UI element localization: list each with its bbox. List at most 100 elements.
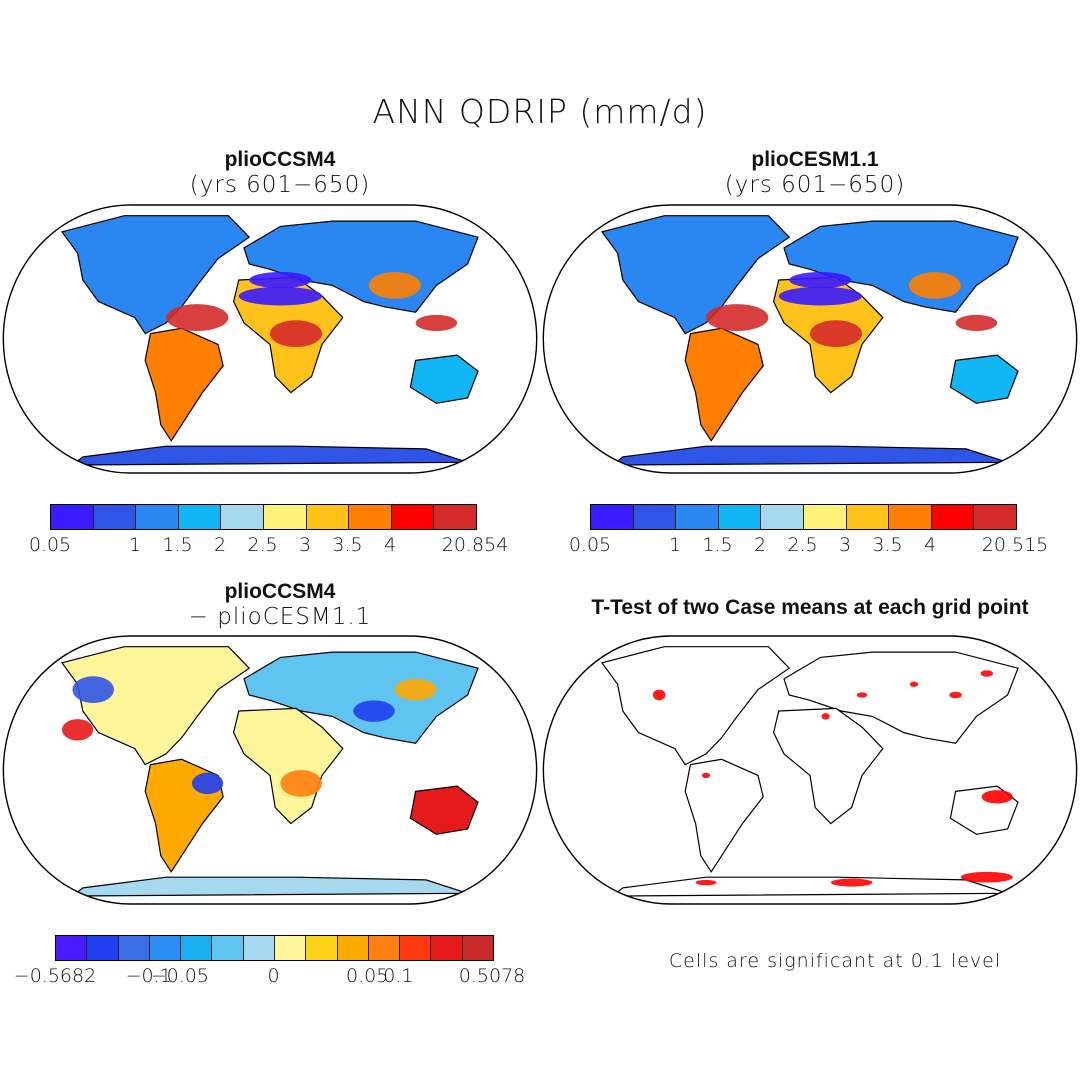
colorbar-swatch [87,936,119,960]
panel-title-bottom-right: T-Test of two Case means at each grid po… [591,596,1029,619]
colorbar-swatch [212,936,244,960]
value-patch [830,878,873,887]
value-patch [960,871,1013,883]
colorbar-tick-label: −0.1 [125,965,172,987]
value-patch [955,314,998,331]
continent-eurasia [243,651,479,744]
colorbar-swatch [368,936,401,960]
colorbar-swatch [761,505,804,529]
continent-australia [409,354,479,404]
panel-subtitle-bottom-left: − plioCESM1.1 [188,604,372,630]
colorbar-tick-label: 0.5078 [458,965,526,987]
panel-subtitle-top-right: (yrs 601−650) [724,172,906,198]
value-patch [270,320,322,348]
colorbar-tick-label: 2.5 [787,534,818,556]
continent-eurasia [783,651,1019,744]
colorbar-swatch [391,505,435,529]
colorbar-tick-label: 20.515 [981,534,1049,556]
colorbar-swatch [136,505,179,529]
colorbar-swatch [181,936,213,960]
map-border [542,635,1078,905]
panel-subtitle-top-left: (yrs 601−650) [189,172,371,198]
value-patch [368,272,421,299]
colorbar-top-left [50,504,477,530]
continent-southAmerica [144,327,224,442]
value-patch [394,678,437,701]
colorbar-tick-label: 0.05 [28,534,72,556]
colorbar-tick-label: −0.05 [150,965,209,987]
colorbar-swatch [633,505,677,529]
colorbar-swatch [306,936,338,960]
value-patch [166,304,229,331]
figure-title: ANN QDRIP (mm/d) [372,92,708,131]
colorbar-tick-label: 4 [383,534,397,556]
colorbar-tick-label: 1 [668,534,682,556]
continent-australia [409,785,479,835]
colorbar-tick-label: 3.5 [872,534,903,556]
colorbar-swatch [803,505,847,529]
value-patch [249,272,312,289]
colorbar-top-right [590,504,1017,530]
value-patch [652,689,666,701]
colorbar-swatch [889,505,932,529]
value-patch [192,772,224,795]
colorbar-swatch [51,505,94,529]
value-patch [908,272,961,299]
colorbar-tick-label: 1 [128,534,142,556]
colorbar-swatch [676,505,719,529]
value-patch [72,676,114,703]
colorbar-swatch [243,936,275,960]
colorbar-tick-label: 3 [838,534,852,556]
map-bottom-left [2,635,538,905]
colorbar-swatch [462,936,493,960]
colorbar-tick-label: 3 [298,534,312,556]
colorbar-tick-label: 1.5 [162,534,193,556]
colorbar-tick-label: 2.5 [247,534,278,556]
colorbar-swatch [434,505,476,529]
significance-note: Cells are significant at 0.1 level [668,950,1002,972]
map-top-left [2,204,538,474]
colorbar-swatch [263,505,307,529]
continent-northAmerica [60,646,251,766]
continent-africa [772,707,884,825]
colorbar-tick-label: 0.1 [383,965,414,987]
colorbar-labels-top-left: 0.05 1 1.5 2 2.5 3 3.5 4 20.854 [29,534,508,560]
colorbar-tick-label: 1.5 [702,534,733,556]
colorbar-swatch [591,505,634,529]
colorbar-swatch [349,505,392,529]
colorbar-swatch [718,505,762,529]
value-patch [949,691,962,699]
colorbar-swatch [306,505,350,529]
value-patch [856,692,868,698]
panel-title-top-right: plioCESM1.1 [751,148,879,171]
value-patch [980,670,994,677]
colorbar-swatch [337,936,369,960]
colorbar-tick-label: 2 [213,534,227,556]
continent-australia [949,354,1019,404]
colorbar-swatch [221,505,264,529]
colorbar-swatch [149,936,182,960]
colorbar-tick-label: 4 [923,534,937,556]
continent-southAmerica [684,758,764,873]
value-patch [706,304,769,331]
map-border [542,204,1078,474]
colorbar-tick-label: 0.05 [345,965,389,987]
map-border [2,635,538,905]
colorbar-tick-label: 20.854 [441,534,509,556]
colorbar-swatch [118,936,150,960]
colorbar-swatch [846,505,890,529]
colorbar-tick-label: 2 [753,534,767,556]
colorbar-tick-label: 0 [267,965,280,987]
value-patch [353,700,395,722]
colorbar-swatch [400,936,432,960]
colorbar-tick-label: 3.5 [332,534,363,556]
colorbar-swatch [274,936,307,960]
value-patch [415,314,458,331]
colorbar-bottom-left [55,935,494,961]
continent-southAmerica [684,327,764,442]
value-patch [238,286,322,306]
colorbar-swatch [178,505,222,529]
map-bottom-right [542,635,1078,905]
value-patch [821,713,830,720]
